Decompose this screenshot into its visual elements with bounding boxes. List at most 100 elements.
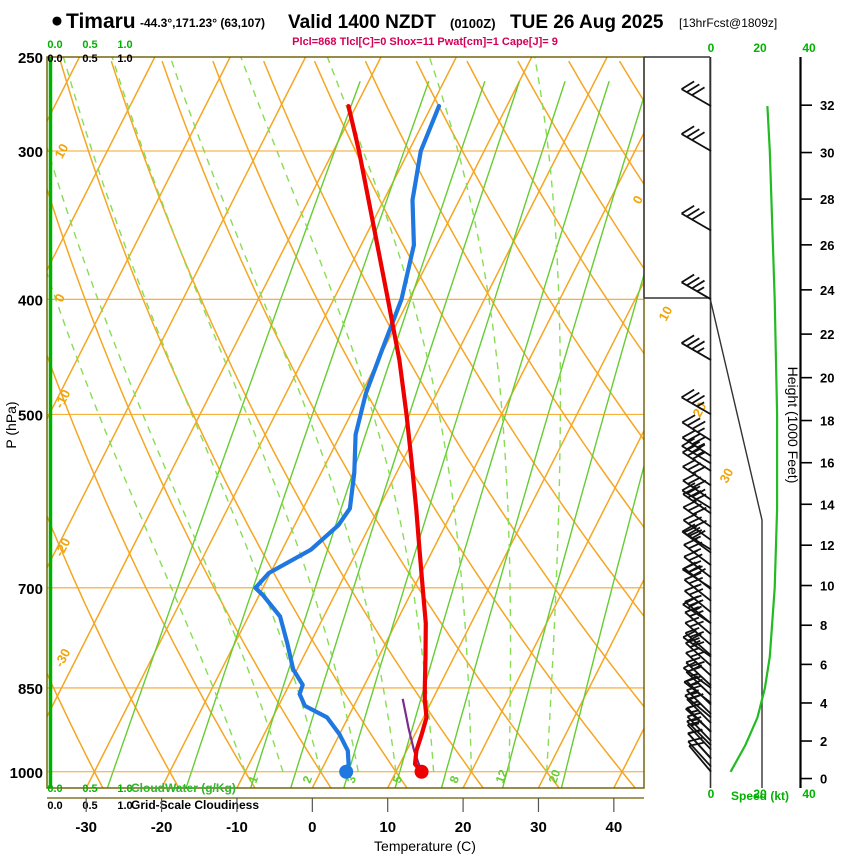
dry-adiabat-line: [415, 60, 644, 442]
moist-adiabat-line: [534, 57, 562, 772]
mixing-ratio-line: [290, 80, 521, 788]
speed-tick: 40: [802, 41, 816, 55]
height-axis-title: Height (1000 Feet): [785, 367, 801, 484]
skewt-grid: [47, 57, 644, 788]
wind-barb: [681, 388, 712, 416]
wind-barb: [684, 626, 712, 657]
pressure-tick-labels: 250 300 400 500 700 850 1000: [10, 50, 43, 782]
dewpoint-trace: [253, 104, 442, 774]
top-cloud-scale: 0.0 0.5 1.0 0.0 0.5 1.0: [47, 39, 132, 65]
speed-tick: 0: [708, 41, 715, 55]
top-cloudwater-tick: 0.5: [82, 39, 97, 51]
moist-adiabat-line: [47, 271, 246, 773]
dry-adiabat-line: [161, 60, 560, 788]
height-tick: 14: [820, 497, 835, 512]
isotherm-line: [47, 57, 231, 421]
wind-barb: [683, 537, 712, 566]
adiabat-label-left: -20: [51, 535, 73, 559]
isotherm-line: [85, 57, 458, 788]
wind-barb: [681, 414, 712, 442]
top-cloudwater-tick: 0.0: [47, 39, 62, 51]
height-tick: 12: [820, 538, 834, 553]
speed-tick: 20: [753, 787, 767, 801]
isotherm-line: [311, 131, 644, 788]
dry-adiabat-line: [47, 514, 180, 788]
adiabat-label-left: -30: [51, 646, 73, 670]
mixing-ratio-label: 5: [390, 774, 406, 785]
isotherm-line: [387, 280, 644, 788]
sounding-parameters: Plcl=868 Tlcl[C]=0 Shox=11 Pwat[cm]=1 Ca…: [292, 36, 558, 48]
dry-adiabat-line: [466, 60, 644, 355]
pressure-tick: 700: [18, 581, 43, 598]
top-cloudwater-tick: 1.0: [117, 39, 132, 51]
height-tick: 32: [820, 98, 834, 113]
bottom-cloudiness-tick: 0.5: [82, 800, 97, 812]
station-name: Timaru: [66, 10, 136, 33]
adiabat-label-left: -10: [51, 387, 73, 411]
height-tick: 28: [820, 192, 834, 207]
wind-panel-edge: [644, 56, 763, 788]
height-tick: 8: [820, 618, 827, 633]
isotherm-line: [537, 577, 644, 788]
temperature-tick: -20: [151, 819, 173, 836]
adiabat-label-left: 0: [51, 291, 68, 304]
dry-adiabat-line: [47, 353, 256, 788]
dry-adiabat-line: [212, 60, 636, 788]
adiabat-label-left: 10: [51, 141, 71, 161]
dry-adiabat-line: [47, 186, 332, 788]
height-tick: 24: [820, 283, 835, 298]
isobar-lines: [47, 56, 644, 773]
dry-adiabat-line: [618, 60, 644, 103]
moist-adiabat-line: [240, 57, 435, 772]
height-tick: 0: [820, 772, 827, 787]
height-tick: 26: [820, 238, 834, 253]
temperature-trace: [346, 104, 429, 774]
wind-barb: [682, 444, 712, 472]
isotherm-line: [160, 57, 533, 788]
wind-barb: [681, 273, 712, 301]
speed-tick: 40: [802, 787, 816, 801]
mixing-ratio-line: [560, 463, 644, 788]
height-tick: 4: [820, 696, 828, 711]
wind-barb: [683, 525, 712, 554]
mixing-ratio-line: [106, 80, 361, 788]
wind-barb: [684, 595, 712, 625]
bottom-cloudiness-tick: 1.0: [117, 800, 132, 812]
height-tick: 10: [820, 579, 834, 594]
temperature-tick: 20: [455, 819, 472, 836]
pressure-tick: 850: [18, 681, 43, 698]
mixing-ratio-line: [343, 80, 566, 788]
height-tick: 18: [820, 414, 834, 429]
mixing-ratio-label: 3: [344, 774, 360, 785]
pressure-tick: 1000: [10, 765, 43, 782]
mixing-ratio-label: 8: [447, 774, 463, 785]
wind-barb: [684, 616, 712, 646]
bottom-cloudiness-tick: 0.0: [47, 800, 62, 812]
wind-barb: [681, 125, 712, 152]
temperature-tick-labels: -30 -20 -10 0 10 20 30 40: [75, 798, 622, 836]
mixing-ratio-line: [394, 80, 610, 788]
surface-markers: [339, 764, 429, 779]
top-cloudiness-tick: 1.0: [117, 53, 132, 65]
height-tick: 16: [820, 456, 834, 471]
mixing-ratio-line: [250, 80, 486, 788]
speed-tick-labels: 00202040406060: [708, 41, 816, 801]
pressure-tick: 300: [18, 144, 43, 161]
wind-panel-edge-left: [643, 57, 710, 299]
parcel-trace: [401, 698, 423, 773]
surface-dewpoint: [339, 764, 354, 779]
mixing-ratio-label: 1: [246, 774, 262, 785]
plot-frame: [46, 56, 645, 789]
pressure-axis-title: P (hPa): [3, 401, 19, 448]
height-tick: 22: [820, 327, 834, 342]
wind-barb: [681, 334, 712, 361]
bottom-cloudwater-tick: 1.0: [117, 783, 132, 795]
dry-adiabat-line: [313, 60, 644, 618]
forecast-hour: [13hrFcst@1809z]: [679, 16, 777, 30]
valid-date: TUE 26 Aug 2025: [510, 12, 664, 33]
speed-axis-title: Speed (kt): [731, 789, 789, 803]
